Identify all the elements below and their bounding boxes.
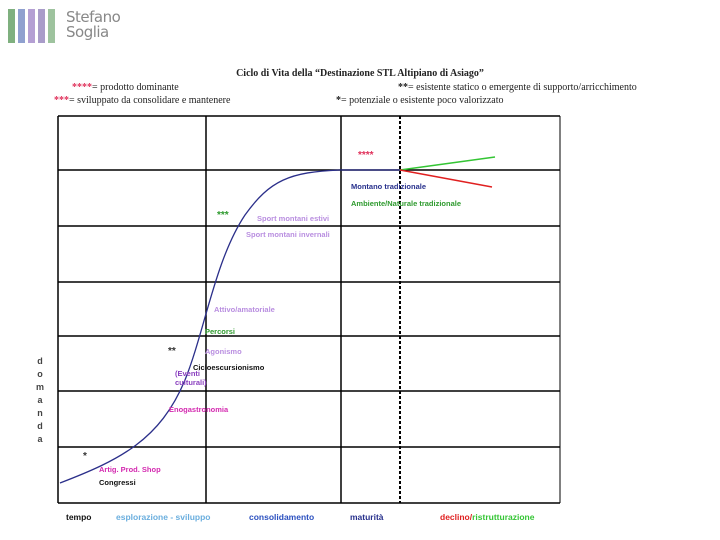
logo-line1: Stefano <box>66 8 121 26</box>
label-montano: Montano tradizionale <box>351 182 426 191</box>
logo: Stefano Soglia <box>8 6 134 46</box>
legend-mark: ** <box>398 82 408 93</box>
phase-label-declino-part: declino/ <box>440 512 473 522</box>
phase-label-maturita: maturità <box>350 512 384 522</box>
y-axis-letter: a <box>37 395 43 405</box>
label-attivo: Attivo/amatoriale <box>214 305 275 314</box>
legend-entry-develop: ***= sviluppato da consolidare e mantene… <box>54 95 230 106</box>
legend-mark: **** <box>72 82 92 93</box>
label-enogastronomia: Enogastronomia <box>169 405 229 414</box>
logo-bar <box>8 9 15 43</box>
label-congressi: Congressi <box>99 478 136 487</box>
y-axis-letter: n <box>37 408 43 418</box>
phase-label-esplorazione: esplorazione - sviluppo <box>116 512 211 522</box>
decline-branch <box>399 169 493 188</box>
page-title: Ciclo di Vita della “Destinazione STL Al… <box>236 68 484 79</box>
label-eventi-culturali: (Eventi culturali) <box>175 369 207 387</box>
legend-entry-potential: *= potenziale o esistente poco valorizza… <box>336 95 504 106</box>
legend-mark: *** <box>54 95 69 106</box>
growth-branch <box>399 156 496 171</box>
stars-dominant: **** <box>358 150 374 161</box>
legend-entry-support: **= esistente statico o emergente di sup… <box>398 82 637 93</box>
label-eventi-line2: culturali) <box>175 378 207 387</box>
stars-potential: * <box>83 451 87 462</box>
phase-label-consolidamento: consolidamento <box>249 512 315 522</box>
label-percorsi: Percorsi <box>205 327 236 336</box>
label-artig-prod-shop: Artig. Prod. Shop <box>99 465 161 474</box>
logo-bar <box>48 9 55 43</box>
label-sport-estivi: Sport montani estivi <box>257 214 330 223</box>
label-sport-invernali: Sport montani invernali <box>246 230 330 239</box>
logo-bar <box>18 9 25 43</box>
legend-entry-dominant: ****= prodotto dominante <box>72 82 179 93</box>
stars-develop: *** <box>217 210 229 221</box>
lifecycle-curve <box>59 169 400 484</box>
phase-label-ristrutturazione-part: ristrutturazione <box>472 512 535 522</box>
phase-label-declino: declino/ristrutturazione <box>440 512 534 522</box>
y-axis-letter: a <box>37 434 43 444</box>
y-axis-letter: m <box>36 382 45 392</box>
label-cicloescursionismo: Cicloescursionismo <box>193 363 265 372</box>
legend-text: = sviluppato da consolidare e mantenere <box>69 95 231 106</box>
y-axis-letter: o <box>37 369 43 379</box>
legend-mark: * <box>336 95 341 106</box>
legend-text: = potenziale o esistente poco valorizzat… <box>341 95 504 106</box>
legend-text: = esistente statico o emergente di suppo… <box>408 82 637 93</box>
y-axis-letter: d <box>37 356 43 366</box>
logo-bar <box>28 9 35 43</box>
legend-text: = prodotto dominante <box>92 82 179 93</box>
x-axis-label-tempo: tempo <box>66 512 92 522</box>
label-eventi-line1: (Eventi <box>175 369 201 378</box>
logo-line2: Soglia <box>66 23 109 41</box>
stars-support: ** <box>168 346 176 357</box>
label-ambiente: Ambiente/Naturale tradizionale <box>351 199 462 208</box>
y-axis-letter: d <box>37 421 43 431</box>
logo-bar <box>38 9 45 43</box>
label-agonismo: Agonismo <box>205 347 242 356</box>
logo-name: Stefano Soglia <box>66 8 121 41</box>
